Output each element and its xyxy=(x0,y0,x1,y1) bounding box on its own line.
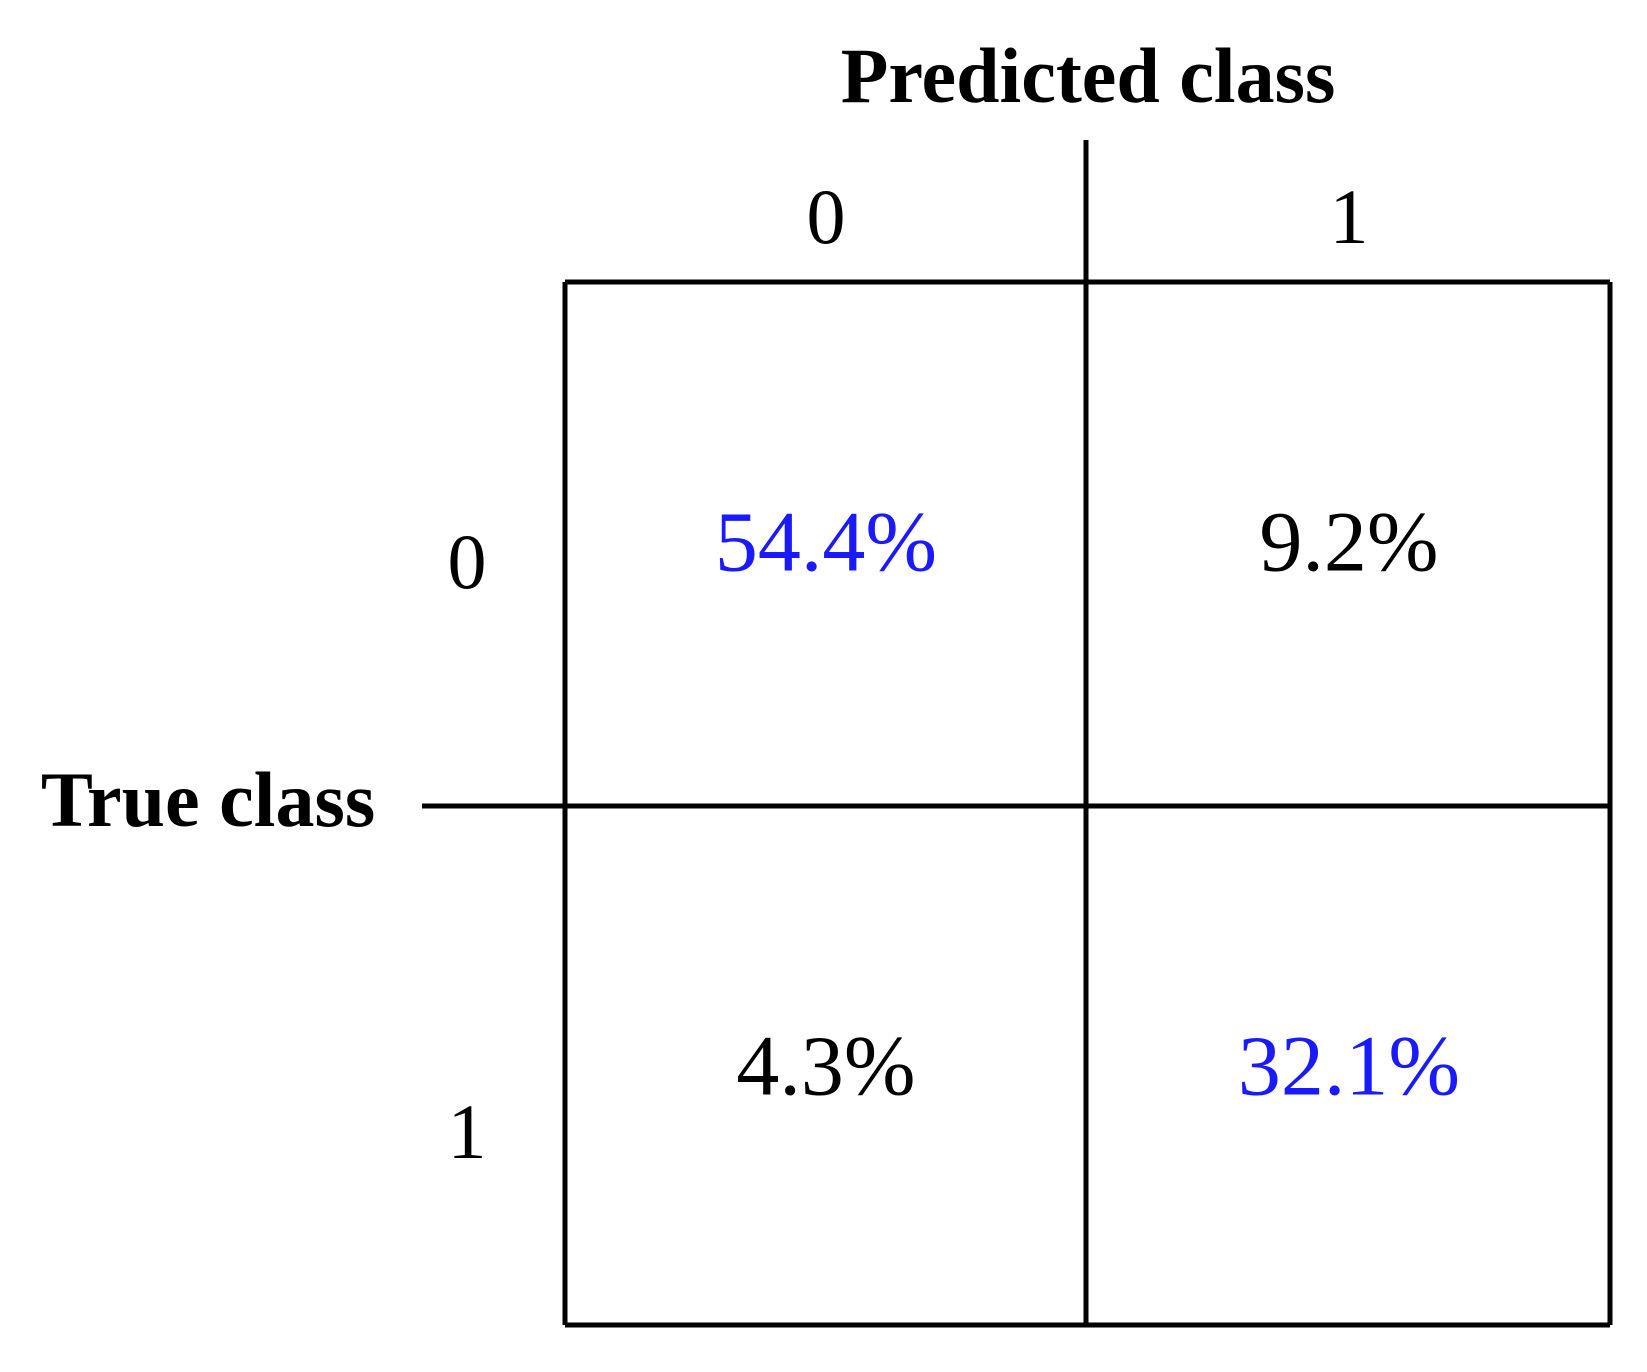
column-label: 1 xyxy=(1330,173,1369,260)
column-label: 0 xyxy=(807,173,846,260)
cell-value: 9.2% xyxy=(1259,494,1438,590)
cell-value: 54.4% xyxy=(715,494,937,590)
cell-value: 32.1% xyxy=(1238,1018,1460,1114)
cell-value: 4.3% xyxy=(736,1018,915,1114)
row-label: 0 xyxy=(448,518,487,605)
row-title: True class xyxy=(41,756,375,843)
column-title: Predicted class xyxy=(841,32,1336,119)
row-label: 1 xyxy=(448,1088,487,1175)
